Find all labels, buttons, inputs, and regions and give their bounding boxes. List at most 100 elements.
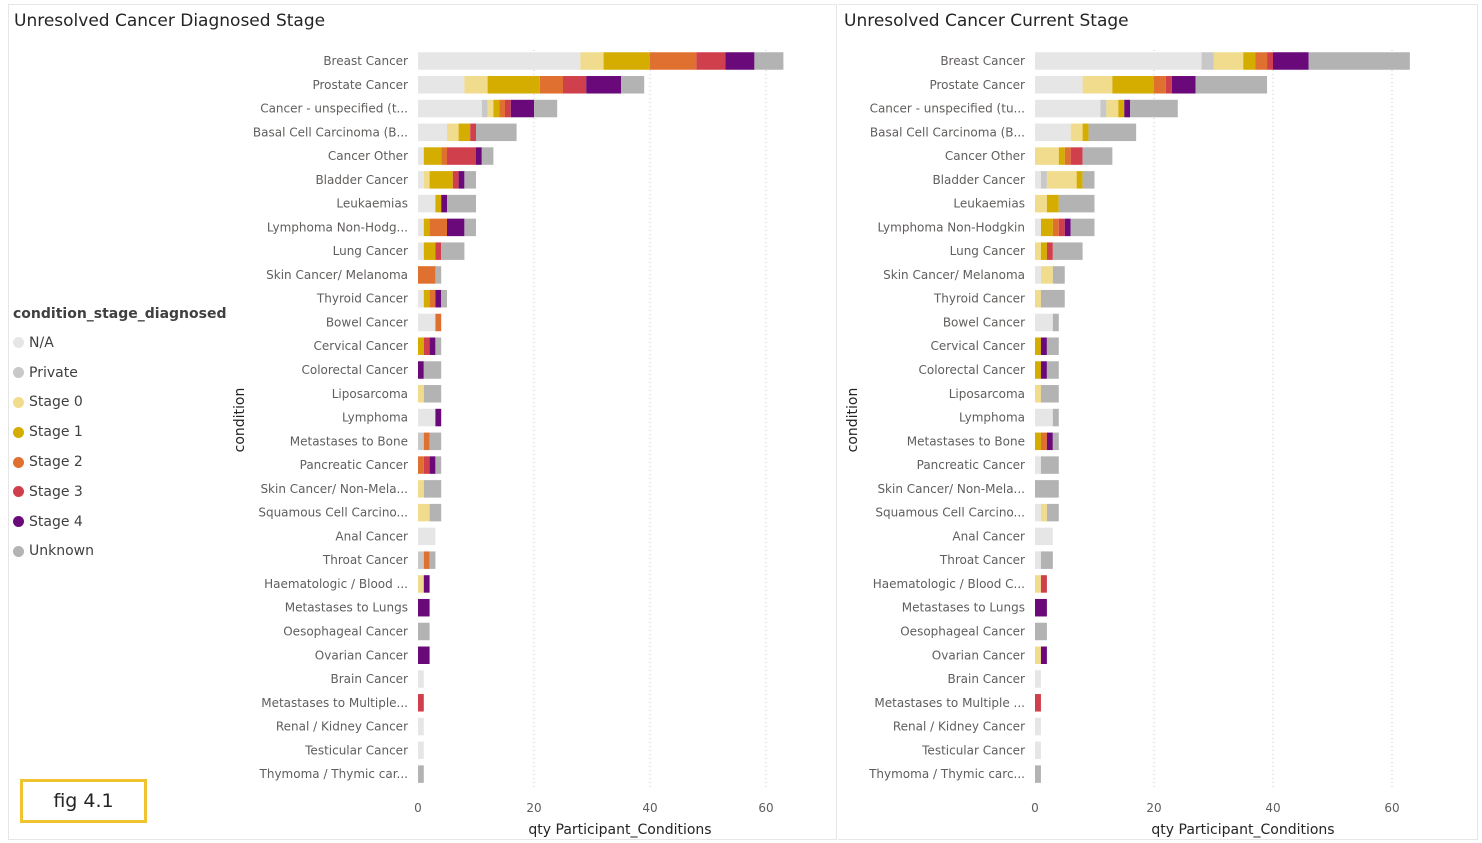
x-tick-label: 0: [1031, 801, 1039, 815]
bar-segment: [1058, 147, 1065, 165]
bar-segment: [423, 171, 430, 189]
bar-segment: [1035, 361, 1041, 379]
bar-segment: [423, 361, 442, 379]
bar-segment: [441, 147, 447, 165]
y-category-label: Bladder Cancer: [315, 173, 408, 187]
x-tick-label: 60: [758, 801, 773, 815]
x-tick-label: 0: [414, 801, 422, 815]
y-category-label: Thyroid Cancer: [316, 292, 408, 306]
bar-segment: [1035, 694, 1041, 712]
x-tick-label: 40: [642, 801, 657, 815]
bar-segment: [429, 337, 436, 355]
bar-segment: [418, 194, 436, 213]
bar-segment: [1040, 646, 1047, 664]
bar-segment: [418, 76, 465, 94]
bar-segment: [1035, 717, 1041, 736]
bar-segment: [1154, 76, 1166, 94]
bar-segment: [429, 432, 442, 451]
bar-segment: [418, 694, 424, 712]
bar-segment: [418, 765, 424, 783]
bar-segment: [435, 242, 442, 260]
bar-segment: [1035, 765, 1041, 783]
legend-item-stage-2[interactable]: Stage 2: [13, 447, 227, 477]
y-category-label: Prostate Cancer: [312, 78, 408, 92]
bar-segment: [1052, 242, 1083, 260]
bar-segment: [1035, 741, 1041, 760]
bar-segment: [418, 385, 424, 403]
bar-segment: [429, 503, 442, 522]
legend-item-stage-1[interactable]: Stage 1: [13, 417, 227, 447]
bar-segment: [725, 52, 755, 70]
y-category-label: Oesophageal Cancer: [900, 624, 1025, 638]
bar-segment: [1035, 385, 1041, 403]
y-category-label: Skin Cancer/ Melanoma: [266, 268, 408, 282]
y-category-label: Bowel Cancer: [326, 315, 408, 329]
bar-segment: [1035, 670, 1041, 688]
bar-segment: [1035, 408, 1053, 427]
bar-segment: [1040, 289, 1065, 308]
bar-segment: [470, 123, 476, 142]
bar-segment: [452, 171, 459, 189]
bar-segment: [423, 456, 430, 474]
bar-segment: [1130, 99, 1178, 118]
y-category-label: Haematologic / Blood C...: [873, 577, 1025, 591]
legend-label: Stage 3: [29, 483, 83, 500]
bar-segment: [447, 123, 459, 142]
bar-segment: [464, 76, 488, 94]
bar-segment: [1046, 432, 1053, 451]
bar-segment: [418, 52, 581, 70]
bar-segment: [1040, 503, 1047, 522]
bar-segment: [1040, 385, 1059, 403]
y-category-label: Lymphoma Non-Hodgkin: [877, 220, 1025, 234]
y-category-label: Colorectal Cancer: [301, 363, 408, 377]
y-category-label: Skin Cancer/ Non-Mela...: [877, 482, 1025, 496]
bar-segment: [1058, 194, 1095, 213]
bar-segment: [493, 99, 500, 118]
y-category-label: Renal / Kidney Cancer: [893, 720, 1025, 734]
bar-segment: [1058, 218, 1065, 237]
legend-swatch: [13, 367, 24, 379]
bar-segment: [1035, 646, 1041, 664]
y-category-label: Thyroid Cancer: [933, 292, 1025, 306]
y-category-label: Liposarcoma: [332, 387, 408, 401]
legend-label: Stage 2: [29, 454, 83, 471]
bar-segment: [476, 123, 517, 142]
bar-segment: [418, 503, 430, 522]
y-category-label: Metastases to Multiple ...: [874, 696, 1025, 710]
legend-label: N/A: [29, 334, 54, 351]
bar-segment: [1035, 123, 1071, 142]
bar-segment: [1035, 147, 1059, 165]
bar-segment: [423, 575, 430, 593]
bar-segment: [1076, 171, 1083, 189]
legend-label: Stage 4: [29, 513, 83, 530]
bar-segment: [1124, 99, 1131, 118]
bar-segment: [423, 147, 442, 165]
legend-item-stage-0[interactable]: Stage 0: [13, 388, 227, 418]
legend-item-na[interactable]: N/A: [13, 328, 227, 358]
bar-segment: [458, 171, 465, 189]
bar-segment: [418, 313, 436, 332]
bar-segment: [563, 76, 587, 94]
figure-label: fig 4.1: [20, 779, 147, 823]
bar-segment: [423, 218, 430, 237]
bar-segment: [1040, 361, 1047, 379]
bar-segment: [418, 266, 436, 284]
y-category-label: Haematologic / Blood ...: [264, 577, 408, 591]
legend-item-stage-3[interactable]: Stage 3: [13, 477, 227, 507]
legend-item-unknown[interactable]: Unknown: [13, 537, 227, 567]
bar-segment: [418, 408, 436, 427]
legend-item-private[interactable]: Private: [13, 358, 227, 388]
bar-segment: [1035, 99, 1101, 118]
legend-swatch: [13, 456, 24, 468]
bar-segment: [487, 99, 494, 118]
y-category-label: Cancer - unspecified (tu...: [870, 102, 1025, 116]
bar-segment: [418, 289, 424, 308]
bar-segment: [1035, 575, 1041, 593]
bar-segment: [418, 218, 424, 237]
bar-segment: [1035, 480, 1059, 498]
legend-item-stage-4[interactable]: Stage 4: [13, 507, 227, 537]
bar-segment: [1035, 503, 1041, 522]
y-category-label: Pancreatic Cancer: [917, 458, 1025, 472]
legend-label: Private: [29, 364, 78, 381]
bar-segment: [423, 337, 430, 355]
